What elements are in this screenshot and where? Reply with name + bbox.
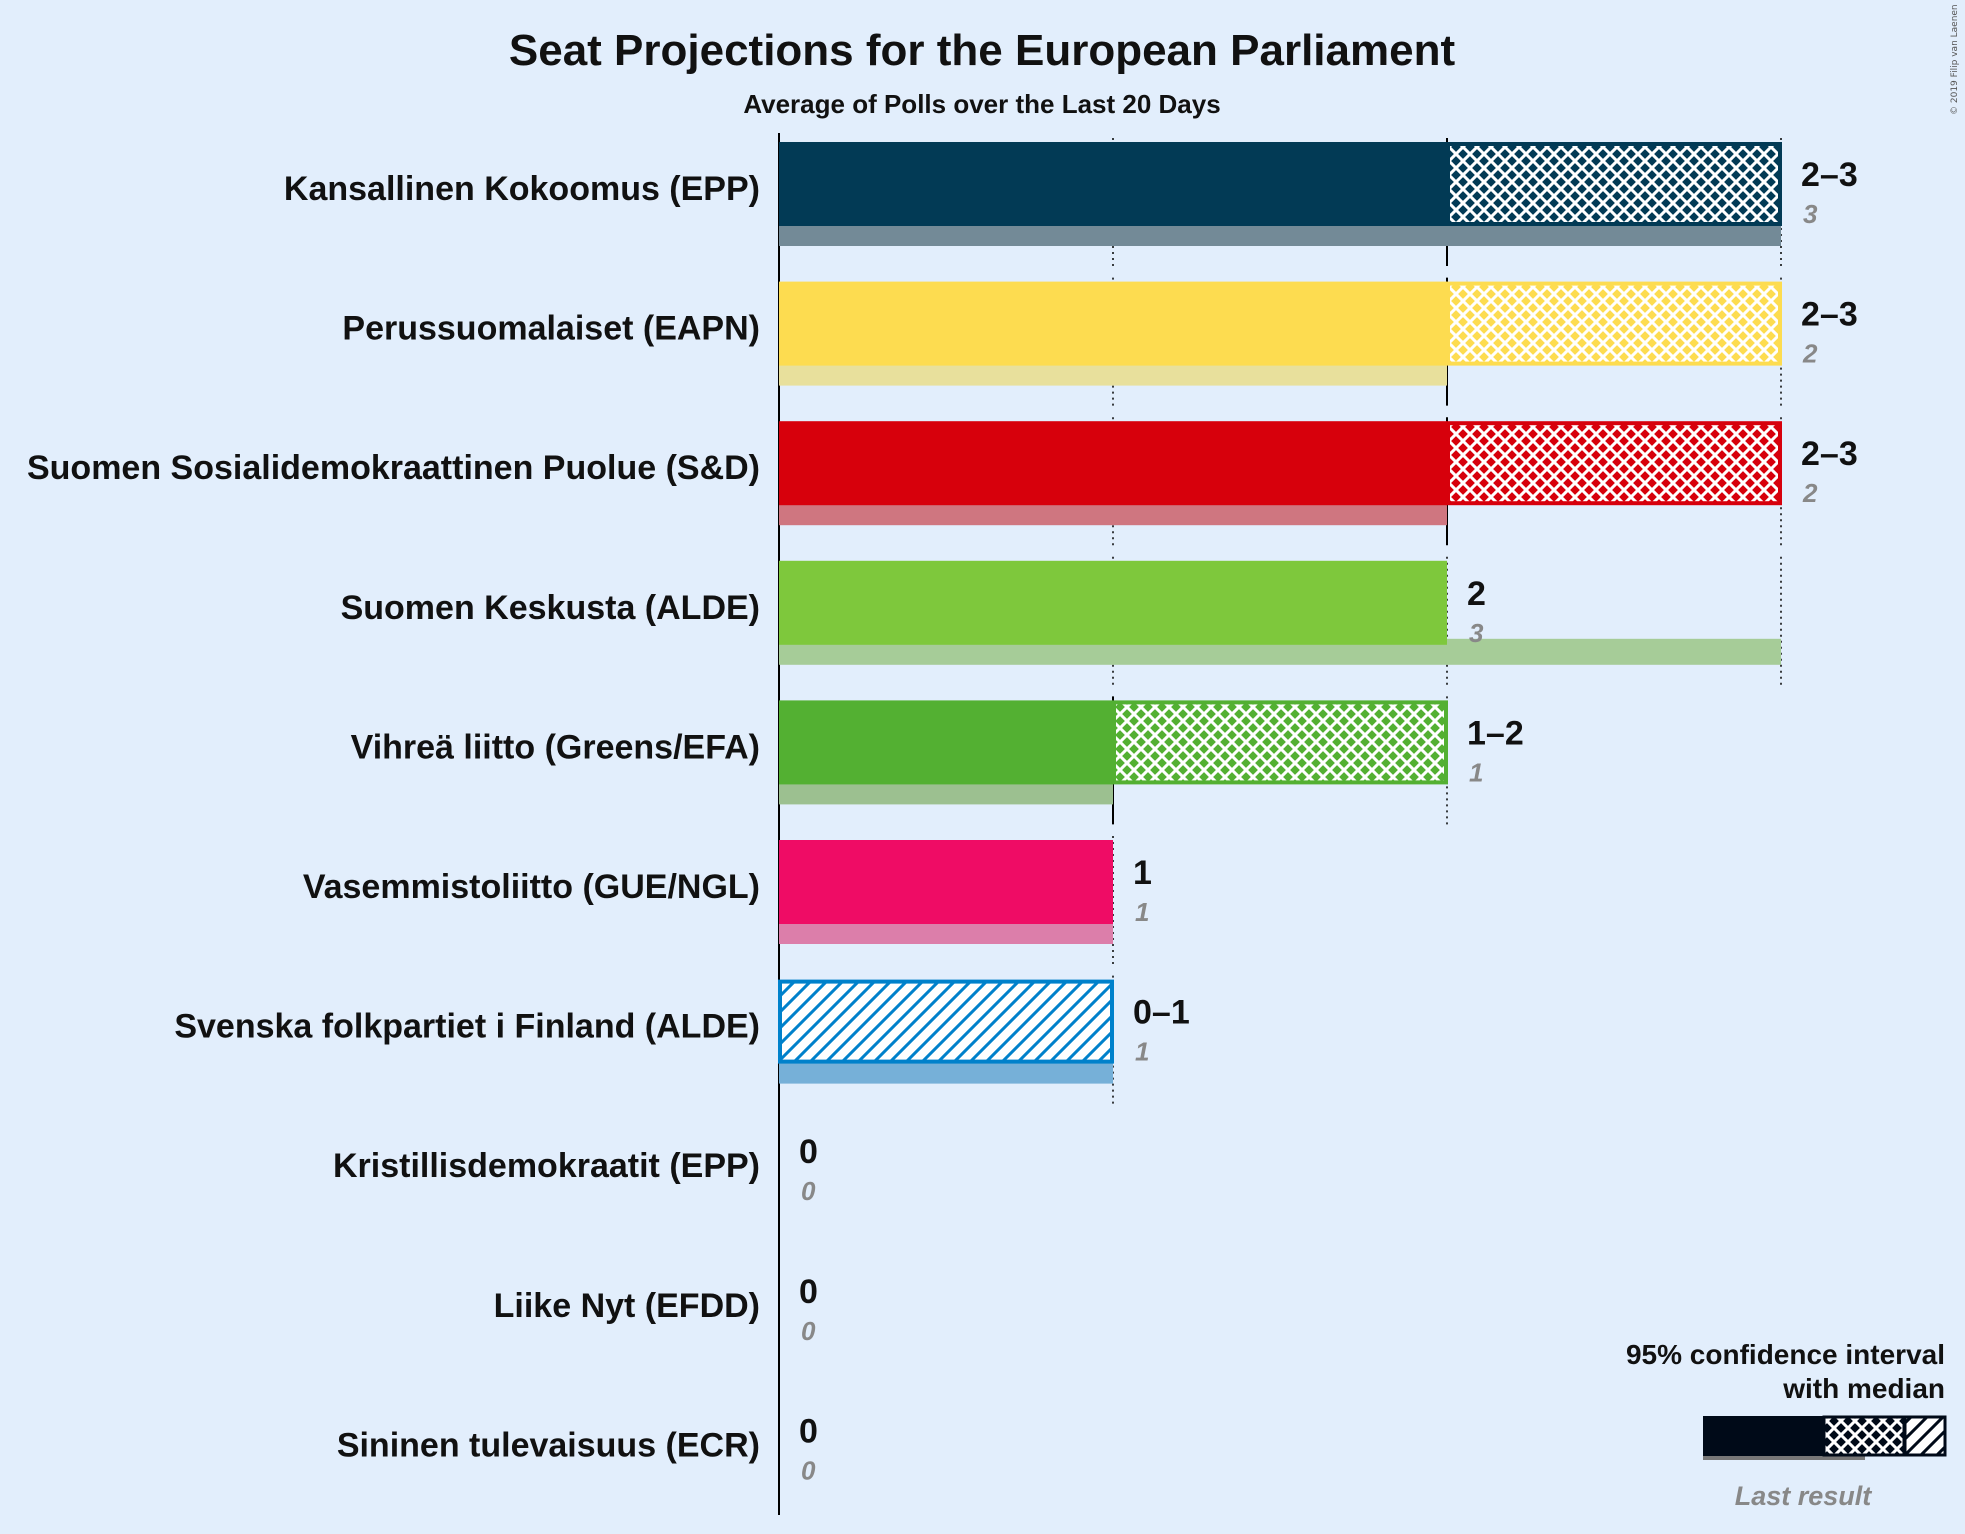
confidence-interval-bar — [778, 979, 1114, 1064]
party-name: Sininen tulevaisuus (ECR) — [337, 1426, 760, 1464]
seat-range-label: 2 — [1467, 575, 1486, 613]
party-row: Sininen tulevaisuus (ECR) 0 0 — [337, 1412, 818, 1485]
last-result-value: 3 — [1803, 199, 1818, 229]
legend: 95% confidence interval with median Last… — [1626, 1339, 1947, 1511]
last-result-value: 0 — [801, 1316, 816, 1346]
chart-subtitle: Average of Polls over the Last 20 Days — [743, 89, 1220, 119]
legend-median-swatch — [1703, 1416, 1823, 1456]
last-result-value: 0 — [801, 1176, 816, 1206]
confidence-interval-bar — [1446, 421, 1782, 506]
seat-range-label: 1 — [1133, 854, 1152, 892]
last-result-value: 2 — [1802, 339, 1818, 369]
party-row: Suomen Sosialidemokraattinen Puolue (S&D… — [27, 417, 1858, 546]
party-row: Vihreä liitto (Greens/EFA) 1–2 1 — [351, 696, 1524, 825]
median-bar — [779, 700, 1113, 785]
party-name: Kristillisdemokraatit (EPP) — [333, 1147, 760, 1185]
median-bar — [779, 281, 1447, 366]
party-name: Suomen Sosialidemokraattinen Puolue (S&D… — [27, 449, 760, 487]
legend-interval-swatch — [1822, 1415, 1906, 1457]
party-name: Vasemmistoliitto (GUE/NGL) — [303, 868, 760, 906]
party-name: Vihreä liitto (Greens/EFA) — [351, 728, 760, 766]
seat-range-label: 0 — [799, 1412, 818, 1450]
seat-range-label: 1–2 — [1467, 714, 1524, 752]
legend-hatch-swatch — [1903, 1415, 1947, 1457]
legend-title-line1: 95% confidence interval — [1626, 1339, 1945, 1370]
chart-title: Seat Projections for the European Parlia… — [509, 26, 1456, 75]
median-bar — [779, 840, 1113, 924]
median-bar — [779, 421, 1447, 506]
seat-range-label: 2–3 — [1801, 435, 1858, 473]
last-result-value: 3 — [1469, 618, 1484, 648]
seat-range-label: 0–1 — [1133, 994, 1190, 1032]
median-bar — [779, 560, 1447, 645]
seat-range-label: 0 — [799, 1133, 818, 1171]
party-row: Kristillisdemokraatit (EPP) 0 0 — [333, 1133, 818, 1206]
last-result-value: 0 — [801, 1455, 816, 1485]
party-name: Liike Nyt (EFDD) — [494, 1287, 760, 1325]
legend-last-result-label: Last result — [1735, 1481, 1873, 1511]
party-rows: Kansallinen Kokoomus (EPP) 2–3 3 Perussuoma… — [27, 138, 1858, 1485]
party-name: Kansallinen Kokoomus (EPP) — [284, 170, 760, 208]
last-result-value: 1 — [1135, 897, 1149, 927]
confidence-interval-bar — [1446, 142, 1782, 226]
last-result-value: 2 — [1802, 478, 1818, 508]
last-result-value: 1 — [1469, 757, 1483, 787]
party-row: Svenska folkpartiet i Finland (ALDE) 0–1 1 — [174, 975, 1190, 1104]
seat-range-label: 2–3 — [1801, 296, 1858, 334]
legend-title-line2: with median — [1782, 1373, 1945, 1404]
party-name: Perussuomalaiset (EAPN) — [342, 310, 760, 348]
party-row: Liike Nyt (EFDD) 0 0 — [494, 1273, 818, 1346]
seat-range-label: 2–3 — [1801, 156, 1858, 194]
party-row: Kansallinen Kokoomus (EPP) 2–3 3 — [284, 138, 1858, 266]
party-row: Vasemmistoliitto (GUE/NGL) 1 1 — [303, 836, 1152, 964]
party-row: Perussuomalaiset (EAPN) 2–3 2 — [342, 277, 1858, 406]
party-name: Suomen Keskusta (ALDE) — [341, 589, 760, 627]
party-name: Svenska folkpartiet i Finland (ALDE) — [174, 1008, 760, 1046]
confidence-interval-bar — [1446, 281, 1782, 366]
party-row: Suomen Keskusta (ALDE) 2 3 — [341, 556, 1782, 685]
median-bar — [779, 142, 1447, 226]
seat-range-label: 0 — [799, 1273, 818, 1311]
copyright-notice: © 2019 Filip van Laenen — [1950, 4, 1960, 115]
last-result-value: 1 — [1135, 1037, 1149, 1067]
confidence-interval-bar — [1112, 700, 1448, 785]
